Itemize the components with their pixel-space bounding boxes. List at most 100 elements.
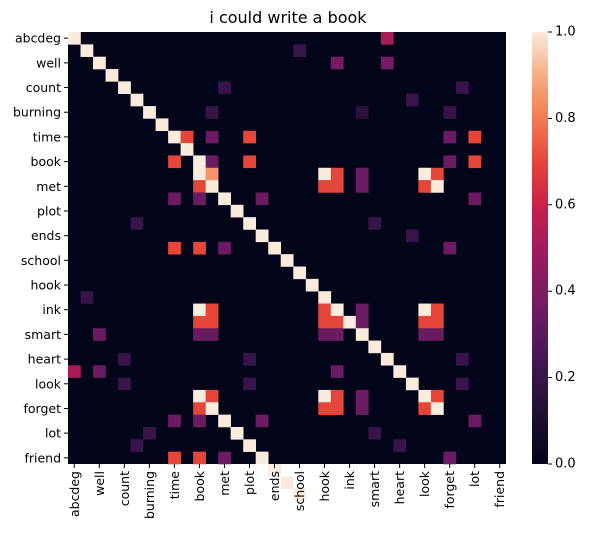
y-tick-label: heart — [28, 352, 61, 367]
heatmap-cell — [418, 167, 432, 181]
heatmap-cells — [68, 32, 482, 502]
y-tick-label: hook — [31, 278, 62, 293]
colorbar-gradient — [532, 32, 548, 464]
heatmap-cell — [330, 315, 344, 329]
x-tick-label: book — [192, 470, 207, 501]
x-tick-label: well — [92, 471, 107, 496]
heatmap-cell — [205, 315, 219, 329]
heatmap-cell — [130, 93, 144, 107]
heatmap-cell — [430, 315, 444, 329]
y-tick-label: plot — [37, 203, 61, 218]
heatmap-cell — [368, 340, 382, 354]
y-tick-label: met — [36, 179, 61, 194]
heatmap-cell — [405, 93, 419, 107]
y-tick-label: time — [33, 129, 62, 144]
heatmap-cell — [343, 315, 357, 329]
heatmap-cell — [430, 180, 444, 193]
heatmap-cell — [355, 180, 369, 193]
heatmap-cell — [205, 155, 219, 169]
heatmap-cell — [205, 180, 219, 193]
heatmap-cell — [330, 402, 344, 415]
colorbar-tick-label: 1.0 — [555, 25, 576, 40]
heatmap-cell — [418, 328, 432, 341]
heatmap-cell — [205, 303, 219, 317]
heatmap-cell — [330, 180, 344, 193]
heatmap-cell — [193, 167, 206, 181]
x-tick-label: plot — [242, 471, 257, 495]
heatmap-cell — [218, 241, 231, 255]
heatmap-cell — [368, 426, 382, 440]
y-tick-label: burning — [13, 105, 61, 120]
heatmap-cell — [193, 241, 206, 255]
heatmap-cell — [243, 217, 257, 230]
heatmap-cell — [393, 365, 407, 378]
y-tick-label: lot — [45, 426, 61, 441]
heatmap-cell — [318, 167, 332, 181]
heatmap-cell — [243, 130, 257, 144]
y-tick-label: count — [26, 80, 61, 95]
heatmap-cell — [455, 81, 469, 95]
heatmap-cell — [318, 291, 332, 304]
heatmap-cell — [93, 328, 106, 341]
heatmap-cell — [430, 402, 444, 415]
heatmap-cell — [380, 352, 394, 366]
heatmap-cell — [418, 389, 432, 403]
x-tick-label: hook — [317, 470, 332, 501]
heatmap-cell — [205, 402, 219, 415]
heatmap-cell — [143, 106, 156, 119]
heatmap-cell — [180, 143, 194, 156]
heatmap-cell — [393, 439, 407, 452]
x-tick-label: count — [117, 471, 132, 506]
heatmap-cell — [130, 439, 144, 452]
y-tick-label: ends — [31, 228, 61, 243]
heatmap-cell — [255, 451, 269, 465]
heatmap-cell — [93, 56, 106, 70]
x-tick-label: school — [292, 471, 307, 511]
heatmap-cell — [443, 155, 457, 169]
heatmap-cell — [280, 476, 294, 489]
heatmap-cell — [330, 328, 344, 341]
heatmap-cell — [193, 303, 206, 317]
heatmap-cell — [193, 389, 206, 403]
heatmap-cell — [205, 130, 219, 144]
x-tick-label: ends — [267, 471, 282, 501]
y-tick-label: look — [35, 376, 62, 391]
heatmap-cell — [168, 155, 181, 169]
heatmap-cell — [355, 303, 369, 317]
heatmap-cell — [418, 303, 432, 317]
heatmap-cell — [293, 44, 307, 57]
x-axis: abcdeg well count burning time book met plot end… — [67, 464, 507, 519]
heatmap-cell — [318, 315, 332, 329]
heatmap-cell — [80, 291, 94, 304]
heatmap-cell — [193, 192, 206, 206]
heatmap-cell — [168, 451, 181, 465]
y-tick-label: well — [36, 55, 61, 70]
heatmap-cell — [193, 414, 206, 428]
heatmap-cell — [318, 402, 332, 415]
heatmap-cell — [330, 389, 344, 403]
x-tick-label: smart — [367, 471, 382, 507]
heatmap-cell — [180, 130, 194, 144]
heatmap-cell — [455, 377, 469, 391]
heatmap-cell — [255, 229, 269, 243]
heatmap-cell — [430, 328, 444, 341]
heatmap-cell — [443, 241, 457, 255]
heatmap-cell — [355, 389, 369, 403]
heatmap-cell — [255, 414, 269, 428]
heatmap-cell — [193, 315, 206, 329]
heatmap-cell — [118, 81, 131, 95]
heatmap-cell — [430, 389, 444, 403]
heatmap-cell — [455, 352, 469, 366]
colorbar-tick-label: 0.4 — [555, 284, 576, 299]
heatmap-cell — [205, 167, 219, 181]
colorbar-tick-label: 0.8 — [555, 111, 576, 126]
y-tick-label: friend — [24, 450, 61, 465]
heatmap-cell — [243, 377, 257, 391]
heatmap-cell — [105, 69, 119, 82]
heatmap-cell — [230, 426, 244, 440]
heatmap-cell — [293, 488, 307, 502]
heatmap-cell — [168, 192, 181, 206]
heatmap-cell — [168, 241, 181, 255]
heatmap-cell — [355, 315, 369, 329]
